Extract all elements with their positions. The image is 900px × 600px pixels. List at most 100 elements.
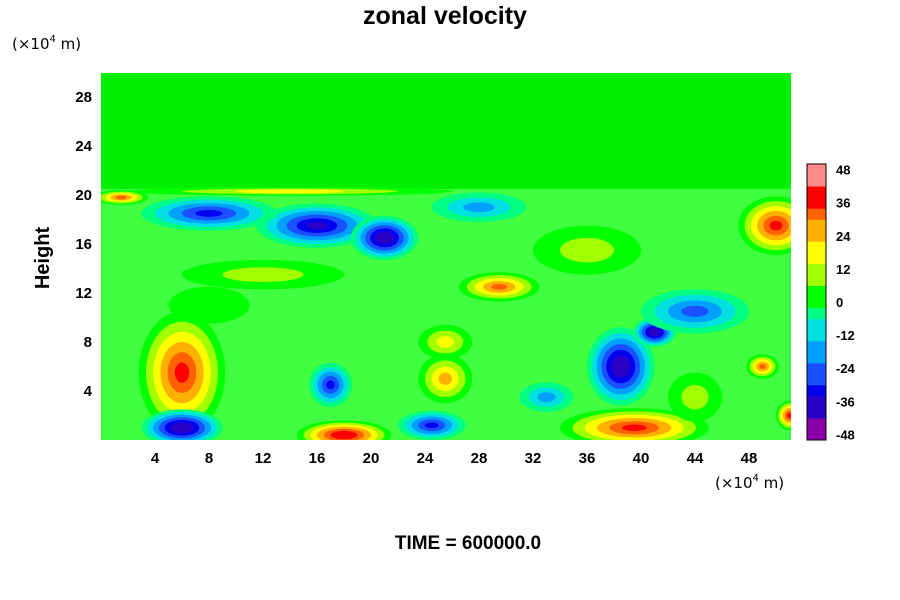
contour-band: [681, 305, 709, 317]
colorbar-band: [807, 340, 826, 353]
contour-band: [491, 283, 508, 290]
contour-band: [759, 364, 766, 369]
contour-feature: [587, 327, 655, 406]
contour-band: [436, 336, 455, 348]
chart-title: zonal velocity: [363, 2, 527, 30]
contour-band: [222, 267, 304, 282]
colorbar-band: [807, 296, 826, 309]
colorbar-tick-label: 48: [836, 163, 850, 178]
colorbar-band: [807, 384, 826, 397]
colorbar-band: [807, 417, 826, 430]
contour-band: [176, 425, 188, 431]
x-tick-label: 4: [151, 450, 160, 467]
y-axis-label: Height: [32, 227, 54, 290]
colorbar-band: [807, 351, 826, 364]
contour-band: [115, 195, 127, 200]
x-tick-label: 20: [363, 450, 380, 467]
x-tick-label: 28: [471, 450, 488, 467]
y-tick-label: 16: [75, 236, 92, 253]
x-axis-ticks: 4 8 12 16 20 24 28 32 36 40 44 48: [151, 450, 758, 467]
x-tick-label: 32: [525, 450, 542, 467]
y-tick-label: 20: [75, 187, 92, 204]
contour-feature: [519, 382, 574, 412]
x-tick-label: 16: [309, 450, 326, 467]
contour-feature: [141, 409, 223, 440]
contour-band: [560, 237, 614, 263]
x-tick-label: 48: [741, 450, 758, 467]
y-tick-label: 24: [75, 138, 92, 155]
colorbar-band: [807, 428, 826, 441]
contour-feature: [418, 324, 473, 360]
x-tick-label: 40: [633, 450, 650, 467]
contour-band: [769, 220, 783, 231]
contour-feature: [138, 311, 226, 434]
colorbar-tick-label: -24: [836, 361, 856, 376]
contour-feature: [641, 289, 749, 334]
colorbar-band: [807, 307, 826, 320]
colorbar-band: [807, 285, 826, 297]
contour-feature: [350, 215, 419, 260]
contour-feature: [101, 190, 149, 205]
contour-band: [425, 422, 439, 429]
x-tick-label: 12: [255, 450, 272, 467]
y-unit-suffix: m): [56, 35, 81, 53]
contour-feature: [141, 196, 277, 231]
contour-feature: [668, 372, 722, 422]
colorbar-band: [807, 274, 826, 286]
contour-feature: [746, 354, 779, 379]
y-axis-ticks: 4 8 12 16 20 24 28: [75, 89, 92, 400]
contour-feature: [458, 272, 540, 302]
contour-band: [195, 209, 223, 217]
contour-band: [168, 286, 250, 324]
contour-band: [326, 380, 335, 390]
colorbar-band: [807, 329, 826, 342]
contour-feature: [738, 196, 791, 256]
y-axis-unit: (×104 m): [12, 34, 81, 53]
y-tick-label: 12: [75, 285, 92, 302]
y-tick-label: 28: [75, 89, 92, 106]
contour-feature: [398, 410, 466, 440]
colorbar-band: [807, 373, 826, 386]
colorbar-tick-label: 12: [836, 262, 850, 277]
colorbar-frame: [806, 163, 827, 441]
contour-band: [379, 234, 390, 242]
contour-feature: [308, 362, 353, 407]
contour-band: [306, 221, 328, 230]
y-unit-exponent: 4: [50, 34, 56, 45]
colorbar-band: [807, 406, 826, 419]
contour-band: [681, 384, 709, 410]
contour-band: [651, 330, 658, 335]
x-tick-label: 36: [579, 450, 596, 467]
contour-feature: [776, 400, 791, 431]
colorbar-band: [807, 241, 826, 253]
contour-band: [438, 372, 452, 385]
colorbar-band: [807, 219, 826, 231]
contour-feature: [256, 203, 378, 248]
contour-feature: [431, 192, 527, 222]
y-tick-label: 4: [84, 383, 93, 400]
contour-feature: [168, 286, 250, 324]
contour-feature: [560, 408, 709, 440]
y-tick-label: 8: [84, 334, 92, 351]
colorbar-band: [807, 197, 826, 209]
contour-feature: [128, 187, 452, 196]
x-unit-exponent: 4: [753, 473, 759, 484]
contour-band: [621, 424, 647, 432]
colorbar-band: [807, 186, 826, 198]
x-unit-prefix: (×10: [715, 474, 753, 492]
x-unit-suffix: m): [759, 474, 784, 492]
time-label: TIME = 600000.0: [395, 533, 541, 554]
colorbar-band: [807, 175, 826, 187]
colorbar-band: [807, 318, 826, 331]
contour-feature: [418, 354, 473, 404]
colorbar-band: [807, 395, 826, 408]
colorbar-band: [807, 164, 826, 176]
contour-feature: [182, 259, 344, 290]
contour-band: [537, 392, 556, 403]
contour-band: [615, 360, 626, 373]
x-tick-label: 8: [205, 450, 213, 467]
x-tick-label: 44: [687, 450, 704, 467]
colorbar-tick-label: -48: [836, 427, 855, 442]
y-unit-prefix: (×10: [12, 35, 50, 53]
